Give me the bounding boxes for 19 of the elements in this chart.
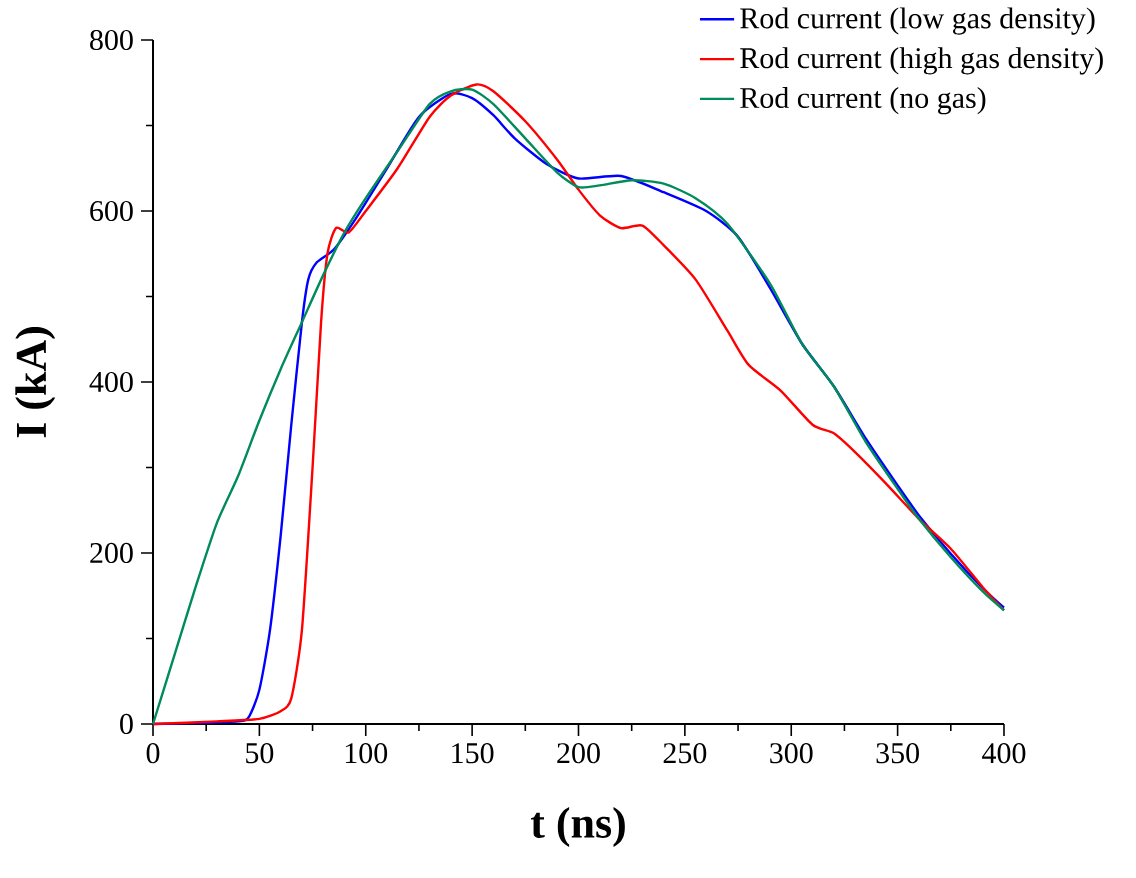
y-tick-label: 800 — [90, 29, 133, 51]
y-tick-label: 0 — [120, 713, 133, 735]
x-tick-label: 0 — [146, 743, 160, 764]
x-axis-title: t (ns) — [530, 807, 625, 847]
y-tick-label: 200 — [90, 542, 133, 564]
legend-label: Rod current (no gas) — [740, 87, 986, 115]
x-tick-label: 250 — [663, 743, 707, 764]
x-tick-label: 100 — [345, 743, 388, 764]
x-tick-label: 350 — [876, 743, 919, 764]
y-axis-title: I (kA) — [15, 327, 56, 438]
x-tick-label: 150 — [452, 743, 494, 764]
x-tick-label: 300 — [770, 743, 813, 764]
y-tick-label: 600 — [90, 200, 133, 222]
y-tick-label: 400 — [89, 371, 133, 393]
legend-label: Rod current (low gas density) — [740, 7, 1095, 35]
x-tick-label: 50 — [246, 743, 274, 764]
x-tick-label: 200 — [557, 743, 600, 764]
legend-label: Rod current (high gas density) — [740, 47, 1103, 75]
x-tick-label: 400 — [982, 743, 1026, 764]
